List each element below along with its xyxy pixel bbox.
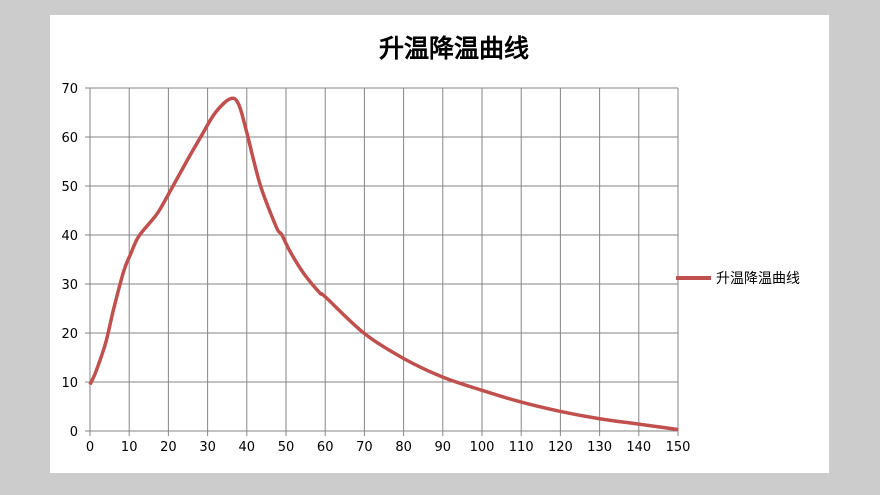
x-tick-label: 120 bbox=[548, 440, 573, 455]
line-chart: 升温降温曲线 0 10 20 30 40 50 60 70 80 90 100 110 120 130 14… bbox=[61, 34, 800, 455]
chart-title: 升温降温曲线 bbox=[379, 34, 529, 63]
y-tick-label: 70 bbox=[61, 82, 78, 97]
x-tick-label: 110 bbox=[509, 440, 534, 455]
x-tick-label: 150 bbox=[666, 440, 691, 455]
legend-label: 升温降温曲线 bbox=[716, 271, 800, 287]
x-tick-label: 100 bbox=[470, 440, 495, 455]
y-tick-label: 60 bbox=[61, 131, 78, 146]
x-tick-label: 50 bbox=[278, 440, 295, 455]
x-tick-label: 70 bbox=[356, 440, 373, 455]
x-tick-label: 40 bbox=[239, 440, 256, 455]
chart-area: 升温降温曲线 0 10 20 30 40 50 60 70 80 90 100 110 120 130 14… bbox=[50, 15, 829, 473]
y-tick-label: 10 bbox=[61, 376, 78, 391]
series-line bbox=[88, 96, 679, 432]
x-tick-label: 140 bbox=[626, 440, 651, 455]
y-tick-label: 20 bbox=[61, 327, 78, 342]
y-tick-label: 0 bbox=[70, 425, 78, 440]
x-tick-label: 0 bbox=[86, 440, 94, 455]
x-tick-label: 80 bbox=[395, 440, 412, 455]
x-tick-label: 90 bbox=[435, 440, 452, 455]
y-tick-label: 40 bbox=[61, 229, 78, 244]
legend: 升温降温曲线 bbox=[676, 271, 800, 287]
y-tick-label: 50 bbox=[61, 180, 78, 195]
x-tick-label: 30 bbox=[199, 440, 216, 455]
x-tick-label: 20 bbox=[160, 440, 177, 455]
x-tick-label: 130 bbox=[587, 440, 612, 455]
x-tick-label: 60 bbox=[317, 440, 334, 455]
y-tick-label: 30 bbox=[61, 278, 78, 293]
x-tick-label: 10 bbox=[121, 440, 138, 455]
